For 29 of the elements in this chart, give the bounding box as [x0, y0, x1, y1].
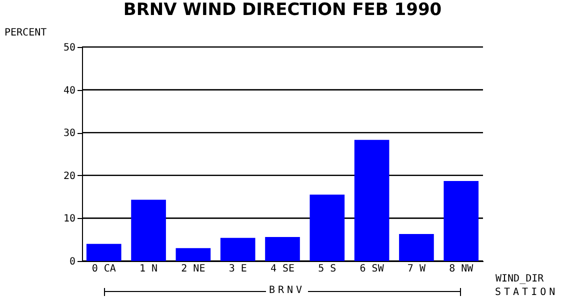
x-axis-title: WIND_DIR — [496, 274, 545, 284]
bar — [131, 200, 166, 261]
chart-title: BRNV WIND DIRECTION FEB 1990 — [123, 0, 442, 20]
bar — [310, 194, 345, 261]
bar — [354, 140, 390, 261]
x-tick-label: 4 SE — [270, 264, 295, 274]
bar — [220, 238, 256, 261]
x-tick-label: 5 S — [318, 264, 336, 274]
bar — [399, 234, 434, 261]
x-tick-label: 1 N — [140, 264, 158, 274]
text: BRNV — [266, 285, 308, 296]
bar — [86, 244, 122, 261]
y-tick-label: 10 — [63, 214, 76, 225]
bar — [444, 180, 479, 261]
y-tick-label: 30 — [63, 128, 76, 140]
y-tick-label: 20 — [63, 170, 76, 182]
y-tick-label: 50 — [63, 42, 76, 54]
bar — [265, 237, 300, 261]
x-tick-label: 7 W — [407, 264, 426, 274]
bar — [176, 248, 211, 261]
x-tick-label: 8 NW — [449, 264, 474, 274]
y-tick-label: 0 — [69, 256, 76, 268]
x-tick-label: 6 SW — [360, 264, 385, 274]
x-tick-label: 0 CA — [92, 264, 116, 274]
x-tick-label: 3 E — [228, 264, 247, 274]
y-tick-label: 40 — [63, 85, 76, 96]
x-tick-label: 2 NE — [181, 264, 206, 274]
text: STATION — [492, 287, 562, 298]
y-axis-title: PERCENT — [4, 28, 47, 38]
